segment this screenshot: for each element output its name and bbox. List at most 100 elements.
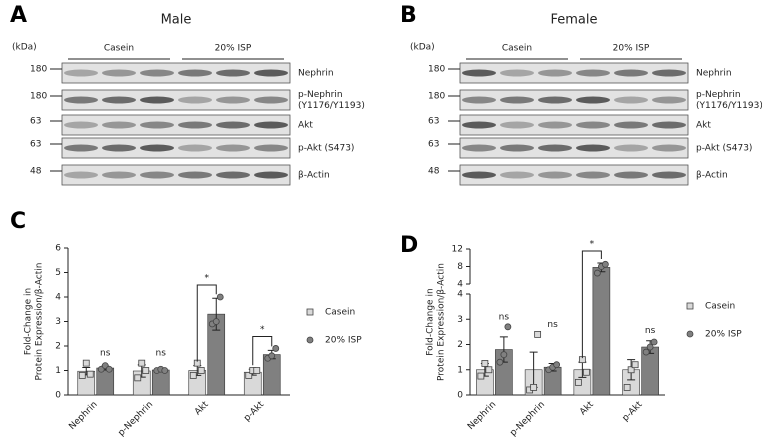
band bbox=[500, 121, 534, 129]
y-tick-label: 4 bbox=[55, 293, 61, 303]
panel-letter: C bbox=[10, 209, 26, 234]
point bbox=[574, 378, 582, 386]
y-axis-title: Fold-Change in bbox=[426, 288, 436, 355]
point bbox=[530, 384, 538, 391]
band bbox=[216, 96, 250, 104]
band bbox=[64, 144, 98, 152]
band bbox=[500, 144, 534, 152]
legend-label: 20% ISP bbox=[325, 336, 362, 346]
group-label: 20% ISP bbox=[613, 44, 650, 54]
annotation: * bbox=[260, 325, 265, 335]
point bbox=[134, 374, 142, 382]
point bbox=[631, 361, 639, 369]
point bbox=[138, 359, 146, 367]
annotation: ns bbox=[499, 312, 510, 322]
band bbox=[178, 96, 212, 104]
band bbox=[538, 69, 572, 77]
point bbox=[212, 318, 220, 325]
band bbox=[64, 121, 98, 129]
band bbox=[614, 171, 648, 179]
point bbox=[253, 367, 261, 374]
annotation: ns bbox=[100, 349, 111, 359]
band bbox=[538, 121, 572, 129]
band bbox=[538, 144, 572, 152]
band bbox=[614, 69, 648, 77]
band bbox=[140, 171, 174, 179]
band bbox=[140, 144, 174, 152]
point bbox=[272, 345, 280, 352]
point bbox=[142, 367, 150, 374]
band bbox=[576, 69, 610, 77]
legend-label: Casein bbox=[705, 302, 735, 312]
row-label: Akt bbox=[696, 121, 711, 131]
band bbox=[614, 121, 648, 129]
bar bbox=[151, 369, 170, 396]
band bbox=[102, 121, 136, 129]
y-axis-title: Protein Expression/β-Actin bbox=[35, 263, 45, 381]
point bbox=[216, 293, 224, 301]
band bbox=[652, 171, 686, 179]
bar bbox=[592, 267, 611, 396]
blot-strip bbox=[459, 62, 689, 84]
y-tick-label: 12 bbox=[452, 245, 463, 255]
mw-unit: (kDa) bbox=[12, 43, 37, 53]
point bbox=[627, 366, 635, 374]
point bbox=[593, 269, 601, 277]
mw-label: 180 bbox=[428, 92, 445, 102]
band bbox=[500, 69, 534, 77]
annotation: ns bbox=[156, 349, 167, 359]
blot-strip bbox=[459, 164, 689, 186]
legend-label: 20% ISP bbox=[705, 330, 742, 340]
legend-marker bbox=[306, 308, 314, 316]
mw-label: 180 bbox=[30, 92, 47, 102]
band bbox=[254, 171, 288, 179]
band bbox=[216, 171, 250, 179]
x-tick-label: p-Nephrin bbox=[117, 400, 156, 439]
point bbox=[500, 351, 508, 359]
band bbox=[64, 171, 98, 179]
y-axis-title: Fold-Change in bbox=[24, 288, 34, 355]
band bbox=[500, 171, 534, 179]
blot-title: Female bbox=[550, 13, 597, 28]
band bbox=[254, 96, 288, 104]
point bbox=[553, 361, 561, 369]
legend-marker bbox=[686, 330, 694, 338]
row-label: (Y1176/Y1193) bbox=[696, 101, 762, 111]
y-tick-label: 1 bbox=[457, 365, 463, 375]
band bbox=[462, 121, 496, 129]
band bbox=[178, 144, 212, 152]
band bbox=[576, 121, 610, 129]
significance-bracket bbox=[581, 250, 602, 359]
point bbox=[601, 260, 609, 268]
significance-bracket bbox=[252, 335, 273, 366]
row-label: Nephrin bbox=[298, 69, 334, 79]
band bbox=[652, 69, 686, 77]
band bbox=[140, 121, 174, 129]
band bbox=[614, 96, 648, 104]
point bbox=[197, 367, 205, 374]
band bbox=[178, 69, 212, 77]
band bbox=[500, 96, 534, 104]
point bbox=[534, 330, 542, 338]
band bbox=[652, 121, 686, 129]
point bbox=[481, 360, 489, 367]
x-tick-label: Akt bbox=[578, 399, 596, 417]
x-tick-label: p-Nephrin bbox=[508, 400, 547, 439]
point bbox=[650, 338, 658, 346]
row-label: β-Actin bbox=[696, 171, 728, 181]
point bbox=[268, 352, 276, 360]
point bbox=[485, 366, 493, 374]
band bbox=[216, 69, 250, 77]
y-axis-title: Protein Expression/β-Actin bbox=[437, 263, 447, 381]
blot-strip bbox=[61, 62, 291, 84]
point bbox=[189, 371, 197, 379]
point bbox=[78, 371, 86, 379]
band bbox=[102, 69, 136, 77]
band bbox=[576, 171, 610, 179]
legend-marker bbox=[686, 302, 694, 310]
panel-letter: A bbox=[10, 3, 27, 28]
mw-label: 63 bbox=[428, 140, 439, 150]
y-tick-label: 4 bbox=[457, 290, 463, 300]
band bbox=[64, 69, 98, 77]
legend-marker bbox=[306, 336, 314, 344]
